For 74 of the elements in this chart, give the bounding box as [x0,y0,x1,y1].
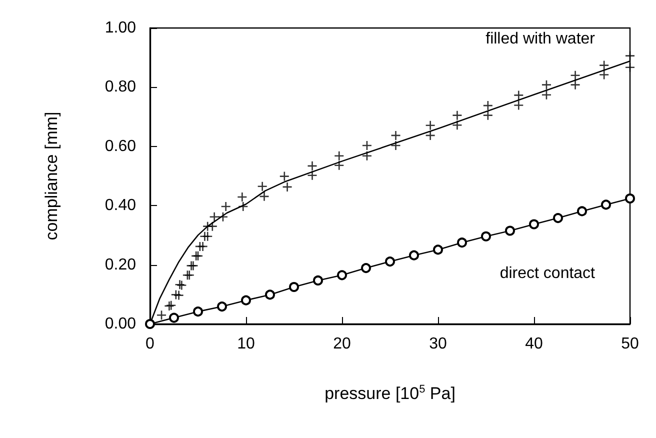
x-tick-label: 40 [525,336,543,352]
point [385,256,395,267]
point [220,201,231,212]
point [156,310,167,320]
point [307,170,318,181]
point [207,221,218,232]
point [624,50,636,61]
point [259,191,270,202]
point [313,275,323,286]
point [505,226,515,236]
x-tick-label: 20 [333,336,351,352]
point [169,312,179,323]
y-tick-label: 0.20 [104,256,136,274]
point [145,319,155,329]
point [541,80,552,90]
point [513,100,524,110]
point [193,306,203,317]
point [625,194,635,204]
point [481,231,491,242]
point [198,241,208,252]
point [289,282,299,292]
point [170,290,182,300]
point [362,140,372,151]
point [202,231,213,242]
point [570,80,580,90]
point [390,140,401,151]
point [218,212,228,222]
point [265,290,275,300]
point [529,219,539,230]
point [482,110,494,120]
x-tick-label: 10 [237,336,255,352]
point [241,295,251,306]
point [601,200,611,210]
point [334,150,344,162]
y-tick-label: 0.60 [104,138,136,155]
point [361,263,371,274]
point [257,181,268,192]
point [425,120,436,131]
y-tick-label: 0.40 [104,197,136,214]
point [174,290,184,300]
point [452,110,462,120]
point [337,270,347,280]
y-tick-label: 1.00 [104,20,136,36]
point [553,213,563,224]
point [334,160,344,170]
point [390,130,401,141]
point [279,171,290,182]
point [452,120,462,130]
point [282,182,292,192]
y-axis-title: compliance [mm] [42,112,61,240]
x-tick-label: 30 [429,336,447,352]
point [598,70,610,80]
y-tick-label: 0.00 [104,316,136,332]
point [209,212,220,222]
point [433,244,443,255]
series-label: filled with water [486,30,596,48]
point [217,302,227,312]
point [409,250,419,260]
y-tick-label: 0.80 [104,78,136,96]
point [598,60,610,70]
point [482,100,494,111]
point [238,201,248,212]
point [541,90,552,100]
x-tick-label: 0 [146,336,155,352]
series-label: direct contact [500,264,596,282]
x-tick-label: 50 [621,336,639,352]
point [307,160,318,172]
point [425,130,436,141]
point [457,238,467,248]
point [513,90,524,100]
point [237,192,248,202]
point [362,150,372,162]
point [577,206,587,216]
point [570,70,580,81]
